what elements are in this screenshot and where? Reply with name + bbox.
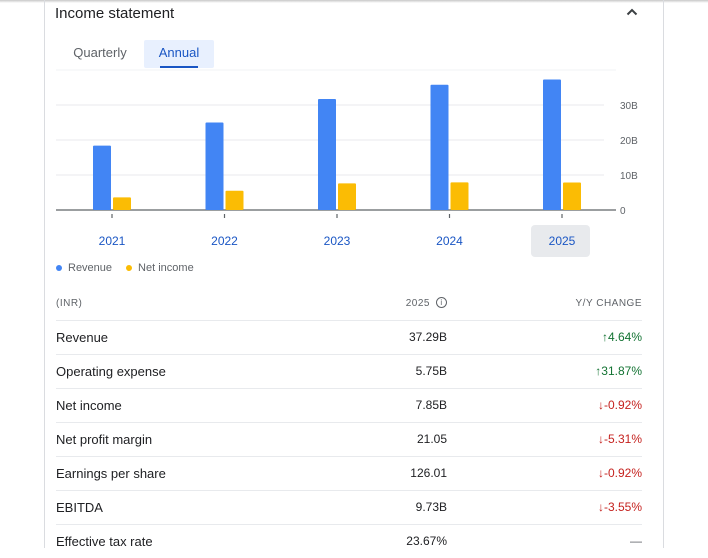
row-label: Revenue bbox=[56, 330, 109, 345]
y-tick-label: 20B bbox=[620, 136, 638, 147]
row-label: Net profit margin bbox=[56, 432, 153, 447]
x-tick-label: 2025 bbox=[549, 234, 576, 248]
bar-net-income bbox=[225, 190, 244, 210]
bar-revenue bbox=[543, 79, 561, 210]
arrow-down-icon: ↓ bbox=[597, 398, 604, 412]
x-tick-label: 2024 bbox=[436, 234, 463, 248]
card-title: Income statement bbox=[55, 5, 175, 22]
bar-net-income bbox=[450, 182, 469, 210]
row-label: Effective tax rate bbox=[56, 534, 153, 549]
arrow-down-icon: ↓ bbox=[597, 432, 604, 446]
row-change: ↑4.64% bbox=[602, 330, 642, 344]
income-table: (INR) 2025 i Y/Y CHANGE Revenue 37.29B ↑4.… bbox=[56, 292, 642, 558]
legend-item-net-income: Net income bbox=[126, 262, 194, 274]
legend-item-revenue: Revenue bbox=[56, 262, 112, 274]
chart-legend: Revenue Net income bbox=[56, 262, 194, 274]
row-value: 5.75B bbox=[415, 364, 447, 378]
tab-quarterly[interactable]: Quarterly bbox=[73, 45, 127, 60]
row-change: ↑31.87% bbox=[595, 364, 642, 378]
x-tick-label: 2021 bbox=[99, 234, 126, 248]
table-row: Effective tax rate 23.67% — bbox=[56, 525, 642, 558]
top-shadow bbox=[0, 0, 708, 3]
arrow-down-icon: ↓ bbox=[597, 466, 604, 480]
bar-net-income bbox=[563, 182, 581, 210]
row-value: 126.01 bbox=[410, 466, 447, 480]
income-bar-chart: 0 10B 20B 30B 2021 2022 2023 2024 2025 bbox=[56, 69, 638, 248]
legend-dot-revenue bbox=[56, 265, 62, 271]
table-body: Revenue 37.29B ↑4.64% Operating expense 5.75… bbox=[56, 321, 642, 558]
y-tick-label: 30B bbox=[620, 101, 638, 112]
row-label: Operating expense bbox=[56, 364, 166, 379]
row-change-value: -5.31% bbox=[603, 432, 642, 446]
table-row: Net profit margin 21.05 ↓-5.31% bbox=[56, 423, 642, 457]
selected-year-highlight bbox=[531, 225, 590, 257]
table-header: (INR) 2025 i Y/Y CHANGE bbox=[56, 292, 642, 321]
tab-annual-label: Annual bbox=[158, 45, 200, 60]
table-row: Operating expense 5.75B ↑31.87% bbox=[56, 355, 642, 389]
legend-label-revenue: Revenue bbox=[68, 262, 113, 274]
bar-revenue bbox=[430, 84, 449, 210]
row-value: 37.29B bbox=[408, 330, 447, 344]
row-label: Earnings per share bbox=[56, 466, 166, 481]
arrow-up-icon: ↑ bbox=[601, 330, 608, 344]
row-change-value: 4.64% bbox=[607, 330, 642, 344]
row-change-value: -3.55% bbox=[603, 500, 642, 514]
row-value: 23.67% bbox=[406, 534, 447, 548]
x-tick-label: 2022 bbox=[211, 234, 238, 248]
arrow-up-icon: ↑ bbox=[595, 364, 602, 378]
row-change-value: 31.87% bbox=[601, 364, 642, 378]
bar-net-income bbox=[338, 183, 356, 210]
bar-net-income bbox=[113, 197, 131, 210]
row-change: ↓-5.31% bbox=[598, 432, 642, 446]
currency-header: (INR) bbox=[56, 298, 83, 309]
year-header: 2025 bbox=[405, 298, 430, 309]
info-icon[interactable]: i bbox=[436, 297, 447, 308]
table-row: EBITDA 9.73B ↓-3.55% bbox=[56, 491, 642, 525]
chevron-up-icon[interactable] bbox=[624, 4, 640, 20]
x-tick-label: 2023 bbox=[324, 234, 351, 248]
change-header: Y/Y CHANGE bbox=[575, 298, 642, 309]
legend-dot-net-income bbox=[126, 265, 133, 271]
table-row: Net income 7.85B ↓-0.92% bbox=[56, 389, 642, 423]
legend-label-net-income: Net income bbox=[138, 262, 194, 274]
bar-revenue bbox=[318, 99, 336, 210]
row-change: — bbox=[630, 534, 642, 548]
row-value: 7.85B bbox=[415, 398, 447, 412]
table-row: Revenue 37.29B ↑4.64% bbox=[56, 321, 642, 355]
row-change-value: — bbox=[630, 534, 642, 548]
row-change-value: -0.92% bbox=[603, 398, 642, 412]
row-label: Net income bbox=[56, 398, 122, 413]
row-label: EBITDA bbox=[56, 500, 103, 515]
arrow-down-icon: ↓ bbox=[597, 500, 604, 514]
bar-revenue bbox=[93, 145, 111, 210]
bar-revenue bbox=[205, 122, 224, 210]
row-change: ↓-3.55% bbox=[598, 500, 642, 514]
tab-annual[interactable]: Annual bbox=[144, 40, 214, 68]
row-value: 21.05 bbox=[416, 432, 447, 446]
row-change: ↓-0.92% bbox=[598, 466, 642, 480]
income-statement-card bbox=[44, 0, 664, 548]
row-value: 9.73B bbox=[415, 500, 447, 514]
tab-active-indicator bbox=[160, 66, 198, 68]
row-change-value: -0.92% bbox=[603, 466, 642, 480]
y-tick-label: 10B bbox=[620, 171, 638, 182]
row-change: ↓-0.92% bbox=[598, 398, 642, 412]
table-row: Earnings per share 126.01 ↓-0.92% bbox=[56, 457, 642, 491]
y-tick-label: 0 bbox=[620, 206, 626, 217]
